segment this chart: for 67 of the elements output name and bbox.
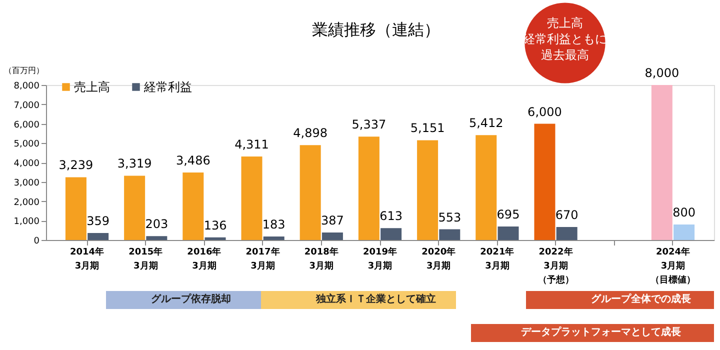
data-label: 203 [145, 217, 168, 232]
bar [65, 177, 86, 240]
x-tick-label: 2021年3月期 [480, 246, 514, 272]
x-tick-label: 2019年3月期 [362, 246, 398, 272]
text: グループ依存脱却 [151, 293, 231, 305]
text: 独立系ＩＴ企業として確立 [315, 293, 436, 305]
bar [556, 227, 578, 240]
data-label: 3,239 [58, 158, 94, 172]
bar [146, 236, 168, 240]
y-tick-label: 0 [34, 236, 40, 246]
data-label: 359 [86, 214, 110, 228]
bar [417, 140, 438, 240]
bar [322, 232, 343, 240]
bar [263, 236, 284, 240]
y-tick-label: 7,000 [14, 100, 40, 111]
x-tick-label: 2014年3月期 [70, 246, 104, 272]
bar [241, 156, 262, 240]
bar [439, 229, 460, 240]
data-label: 695 [496, 208, 520, 222]
data-label: 6,000 [528, 104, 562, 119]
bar [498, 226, 519, 240]
legend-label: 経常利益 [143, 80, 192, 94]
y-tick-label: 6,000 [14, 120, 40, 130]
data-label: 5,151 [410, 121, 445, 136]
x-tick-label: 2024年3月期（目標値） [650, 246, 696, 286]
x-tick-label: 2022年3月期（予想） [538, 246, 574, 286]
data-label: 800 [672, 206, 696, 220]
data-label: 3,486 [176, 153, 210, 168]
bar [182, 172, 204, 240]
bar [651, 85, 672, 240]
x-tick-label: 2015年3月期 [128, 246, 163, 272]
x-tick-label: 2017年3月期 [246, 246, 280, 272]
y-tick-label: 3,000 [14, 178, 40, 188]
data-label: 5,412 [468, 116, 504, 130]
data-label: 387 [321, 214, 344, 228]
x-tick-label: 2016年3月期 [187, 246, 222, 272]
bar [300, 145, 321, 240]
x-tick-label: 2018年3月期 [304, 246, 338, 272]
bar [358, 136, 380, 240]
chart-title: 業績推移（連結） [312, 20, 440, 39]
y-tick-label: 2,000 [14, 198, 40, 208]
y-tick-label: 1,000 [14, 217, 40, 228]
data-label: 670 [555, 208, 578, 222]
bar [380, 228, 402, 240]
legend-label: 売上高 [74, 80, 110, 94]
bar [88, 233, 109, 240]
data-label: 613 [380, 209, 403, 224]
x-tick-label: 2020年3月期 [422, 246, 456, 272]
bar [476, 135, 497, 240]
y-axis-title: （百万円） [4, 66, 44, 75]
bar [204, 237, 226, 240]
data-label: 553 [438, 210, 462, 224]
data-label: 136 [204, 218, 227, 232]
data-label: 3,319 [117, 156, 152, 171]
y-tick-label: 8,000 [14, 82, 40, 92]
data-label: 8,000 [644, 66, 680, 80]
data-label: 5,337 [352, 118, 386, 132]
y-tick-label: 4,000 [14, 159, 40, 169]
bar [124, 176, 146, 240]
data-label: 4,311 [234, 137, 269, 152]
bar [674, 224, 695, 240]
bar [534, 124, 556, 240]
y-tick-label: 5,000 [14, 140, 40, 150]
text: グループ全体での成長 [591, 293, 691, 305]
data-label: 4,898 [293, 126, 328, 140]
text: データプラットフォーマとして成長 [521, 326, 681, 338]
data-label: 183 [262, 217, 286, 232]
